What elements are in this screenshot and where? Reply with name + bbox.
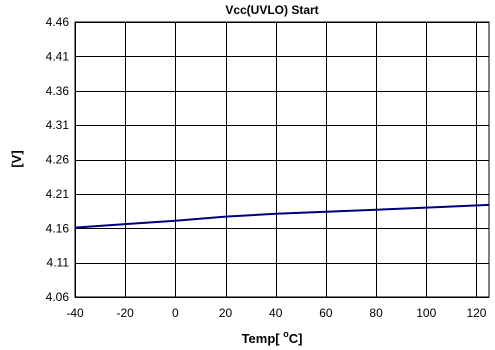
x-axis-label-main: Temp[: [242, 331, 284, 346]
x-tick-label: 0: [172, 306, 179, 320]
y-tick-label: 4.31: [46, 118, 70, 132]
y-tick-label: 4.06: [46, 290, 70, 304]
y-tick-label: 4.46: [46, 15, 70, 29]
y-tick-label: 4.16: [46, 221, 70, 235]
grid: [75, 22, 489, 298]
y-tick-label: 4.11: [47, 256, 70, 270]
x-tick-label: 60: [319, 306, 333, 320]
x-axis-label-tail: C]: [289, 331, 303, 346]
chart-title: Vcc(UVLO) Start: [225, 3, 318, 17]
x-tick-label: 120: [466, 306, 486, 320]
series-line: [74, 203, 490, 229]
series-layer: [74, 203, 490, 229]
x-tick-label: 40: [269, 306, 283, 320]
y-tick-label: 4.26: [46, 153, 70, 167]
x-tick-label: 20: [219, 306, 233, 320]
y-axis-label: [V]: [9, 150, 24, 167]
y-tick-label: 4.41: [46, 49, 70, 63]
x-tick-label: 100: [416, 306, 436, 320]
plot-frame: [74, 21, 490, 298]
x-tick-label: 80: [369, 306, 383, 320]
x-tick-label: -20: [117, 306, 135, 320]
x-axis-label: Temp[ oC]: [242, 329, 303, 346]
x-tick-label: -40: [66, 306, 84, 320]
y-tick-label: 4.21: [46, 187, 70, 201]
tick-labels: -40 -20 0 20 40 60 80 100 120 4.06 4.11 4.16 4.21 4.2…: [46, 15, 487, 320]
y-tick-label: 4.36: [46, 84, 70, 98]
x-axis-label-degree: o: [283, 329, 289, 339]
